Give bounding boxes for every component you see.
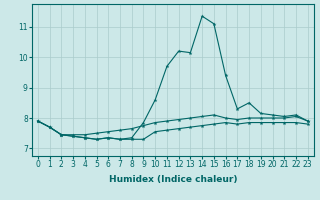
X-axis label: Humidex (Indice chaleur): Humidex (Indice chaleur) — [108, 175, 237, 184]
